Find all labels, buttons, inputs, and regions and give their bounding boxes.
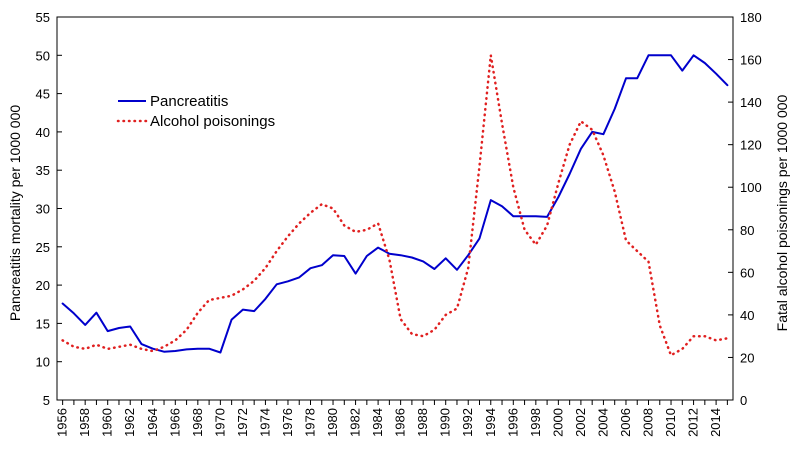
x-tick-label: 1996: [505, 408, 520, 437]
x-tick-label: 1974: [257, 408, 272, 437]
left-tick-label: 15: [36, 316, 50, 331]
x-tick-label: 2014: [708, 408, 723, 437]
x-tick-label: 1960: [100, 408, 115, 437]
right-tick-label: 120: [740, 138, 762, 153]
x-tick-label: 1982: [348, 408, 363, 437]
left-tick-label: 55: [36, 10, 50, 25]
right-tick-label: 40: [740, 308, 754, 323]
x-tick-label: 1980: [325, 408, 340, 437]
x-tick-label: 1988: [415, 408, 430, 437]
x-tick-label: 1958: [77, 408, 92, 437]
x-tick-label: 1994: [483, 408, 498, 437]
right-tick-label: 80: [740, 223, 754, 238]
left-tick-label: 10: [36, 355, 50, 370]
right-tick-label: 60: [740, 265, 754, 280]
left-tick-label: 25: [36, 240, 50, 255]
x-tick-label: 2012: [686, 408, 701, 437]
x-tick-label: 1966: [167, 408, 182, 437]
x-tick-label: 2006: [618, 408, 633, 437]
left-tick-label: 35: [36, 163, 50, 178]
x-tick-label: 1986: [393, 408, 408, 437]
x-tick-label: 2004: [595, 408, 610, 437]
x-tick-label: 1970: [212, 408, 227, 437]
left-y-axis: 5 10 15 20 25 30 35 40 45 50 55: [36, 10, 62, 408]
right-y-axis: 0 20 40 60 80 100 120 140 160 180: [728, 10, 762, 408]
left-tick-label: 20: [36, 278, 50, 293]
x-tick-label: 2002: [573, 408, 588, 437]
x-tick-label: 1984: [370, 408, 385, 437]
right-axis-title: Fatal alcohol poisonings per 1000 000: [774, 94, 790, 331]
x-tick-label: 2000: [550, 408, 565, 437]
left-tick-label: 5: [43, 393, 50, 408]
x-axis: 1956 1958 1960 1962 1964 1966 1968 1970 1972 1974…: [55, 400, 728, 437]
right-tick-label: 140: [740, 95, 762, 110]
x-tick-label: 1978: [303, 408, 318, 437]
series-layer: [61, 54, 729, 357]
x-tick-label: 1964: [145, 408, 160, 437]
left-tick-label: 45: [36, 87, 50, 102]
x-tick-label: 1972: [235, 408, 250, 437]
left-tick-label: 40: [36, 125, 50, 140]
x-tick-label: 1990: [438, 408, 453, 437]
right-tick-label: 180: [740, 10, 762, 25]
x-tick-label: 1992: [460, 408, 475, 437]
left-tick-label: 50: [36, 48, 50, 63]
x-tick-label: 1962: [122, 408, 137, 437]
series-line-alcohol-poisonings: [61, 54, 729, 357]
x-tick-label: 1956: [55, 408, 70, 437]
x-tick-label: 2010: [663, 408, 678, 437]
x-tick-label: 1968: [190, 408, 205, 437]
legend-label-alcohol-poisonings: Alcohol poisonings: [150, 113, 275, 130]
right-tick-label: 160: [740, 53, 762, 68]
legend-label-pancreatitis: Pancreatitis: [150, 93, 228, 110]
legend: Pancreatitis Alcohol poisonings: [116, 93, 275, 130]
right-tick-label: 0: [740, 393, 747, 408]
left-axis-title: Pancreatitis mortality per 1000 000: [7, 105, 23, 322]
x-tick-label: 1976: [280, 408, 295, 437]
series-line-pancreatitis: [61, 54, 729, 354]
right-tick-label: 20: [740, 350, 754, 365]
x-tick-label: 2008: [641, 408, 656, 437]
plot-border: [56, 16, 734, 401]
left-tick-label: 30: [36, 202, 50, 217]
x-tick-label: 1998: [528, 408, 543, 437]
plot-frame: [56, 16, 734, 401]
right-tick-label: 100: [740, 180, 762, 195]
